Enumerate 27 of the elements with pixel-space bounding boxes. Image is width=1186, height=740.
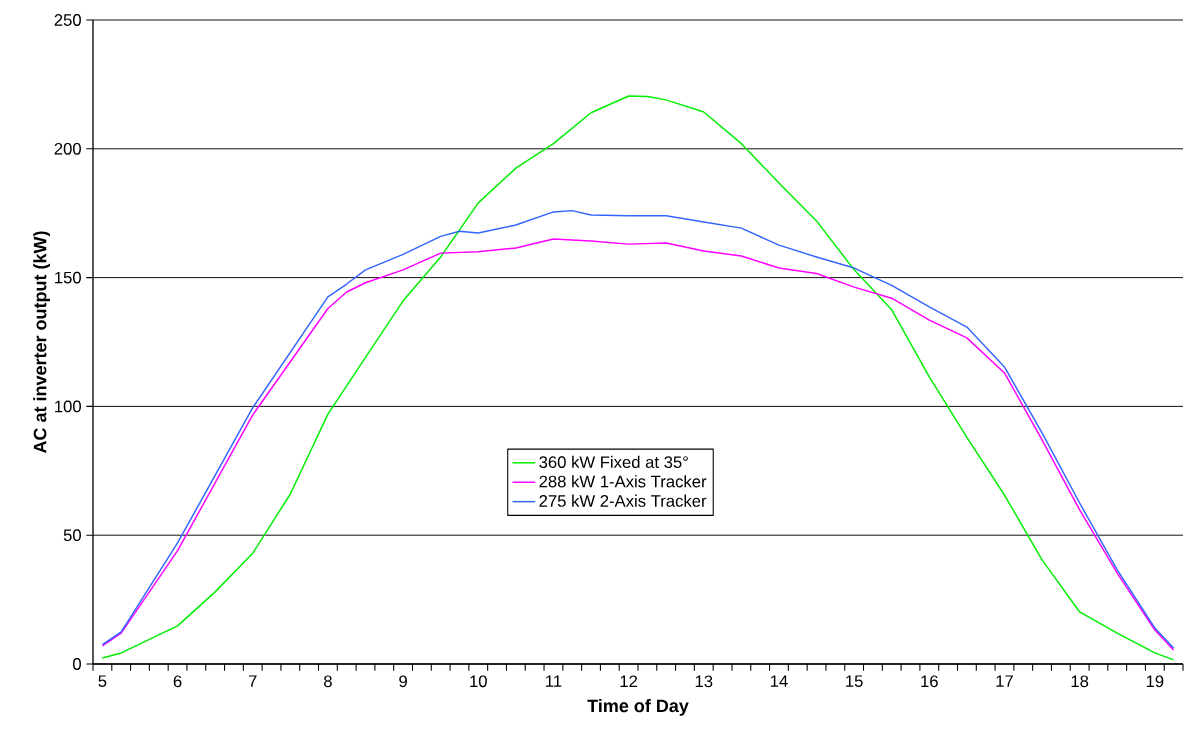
x-tick-label: 9 <box>399 675 407 688</box>
legend-label: 275 kW 2-Axis Tracker <box>539 494 707 507</box>
x-tick-label: 11 <box>546 675 562 687</box>
y-tick-label: 100 <box>55 400 81 413</box>
y-axis-title: AC at inverter output (kW) <box>33 231 50 454</box>
x-tick-label: 7 <box>248 675 257 687</box>
y-tick-label: 150 <box>55 271 81 284</box>
x-tick-label: 10 <box>470 675 487 688</box>
x-tick-label: 16 <box>921 675 938 688</box>
x-tick-label: 14 <box>770 675 788 687</box>
x-tick-label: 15 <box>846 675 863 688</box>
y-tick-label: 200 <box>54 142 81 155</box>
legend-label: 288 kW 1-Axis Tracker <box>539 475 707 488</box>
x-tick-label: 6 <box>173 675 182 688</box>
y-tick-label: 0 <box>73 658 81 670</box>
y-tick-label: 50 <box>63 529 81 542</box>
x-tick-label: 12 <box>620 675 638 688</box>
x-tick-label: 8 <box>324 675 332 688</box>
y-tick-label: 250 <box>54 14 81 26</box>
x-tick-label: 18 <box>1071 675 1089 688</box>
x-tick-label: 17 <box>996 675 1013 687</box>
x-axis-title: Time of Day <box>587 698 689 716</box>
line-series <box>101 95 1175 661</box>
legend-label: 360 kW Fixed at 35° <box>539 455 688 469</box>
x-tick-label: 5 <box>98 675 107 688</box>
x-tick-label: 13 <box>695 675 713 688</box>
x-tick-label: 19 <box>1146 675 1164 688</box>
